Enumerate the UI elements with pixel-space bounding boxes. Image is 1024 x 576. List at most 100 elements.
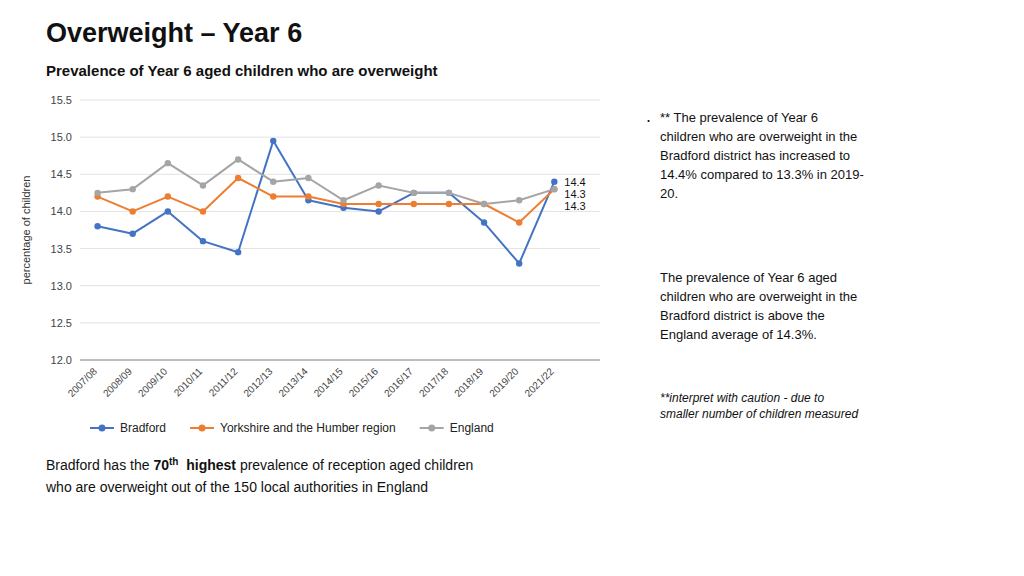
footnote-part: prevalence of reception aged children: [236, 457, 473, 473]
plot-data: [94, 138, 557, 267]
legend-label: England: [450, 421, 494, 435]
point: [340, 197, 346, 203]
point: [516, 260, 522, 266]
point: [235, 156, 241, 162]
annotation: 14.4: [564, 176, 585, 188]
point: [94, 223, 100, 229]
y-grid: 12.012.513.013.514.014.515.015.5: [51, 94, 600, 366]
point: [446, 190, 452, 196]
note-line: 20.: [660, 186, 678, 201]
note-line: Bradford district is above the: [660, 308, 825, 323]
point: [270, 179, 276, 185]
point: [130, 186, 136, 192]
grid-line: [80, 174, 600, 175]
chart: Overweight – Year 6 Prevalence of Year 6 …: [0, 0, 1024, 576]
footnote-part: highest: [178, 457, 236, 473]
note-line: The prevalence of Year 6 aged: [660, 270, 837, 285]
footnote: who are overweight out of the 150 local …: [45, 479, 428, 495]
grid-line: [80, 322, 600, 323]
x-tick-label: 2014/15: [312, 365, 346, 399]
y-tick-label: 13.0: [51, 280, 72, 292]
note-line: smaller number of children measured: [660, 407, 858, 421]
point: [200, 208, 206, 214]
point: [235, 249, 241, 255]
y-tick-label: 12.5: [51, 317, 72, 329]
y-axis-label: percentage of children: [20, 176, 32, 285]
legend-label: Yorkshire and the Humber region: [220, 421, 396, 435]
x-tick-label: 2013/14: [276, 365, 310, 399]
subtitle: Prevalence of Year 6 aged children who a…: [46, 62, 438, 79]
point: [481, 201, 487, 207]
point: [270, 138, 276, 144]
x-tick-labels: 2007/082008/092009/102010/112011/122012/…: [66, 365, 556, 399]
note: **interpret with caution - due to smaller…: [660, 391, 858, 421]
point: [411, 190, 417, 196]
point: [411, 190, 417, 196]
title: Overweight – Year 6: [46, 18, 302, 48]
point: [446, 201, 452, 207]
annotation: 14.3: [564, 200, 585, 212]
grid-line: [80, 248, 600, 249]
note-line: 14.4% compared to 13.3% in 2019-: [660, 167, 864, 182]
y-tick-label: 13.5: [51, 243, 72, 255]
series-line: [98, 141, 555, 264]
point: [551, 179, 557, 185]
point: [270, 193, 276, 199]
grid-line: [80, 360, 600, 361]
note-line: ** The prevalence of Year 6: [660, 110, 818, 125]
footnote-part: who are overweight out of the 150 local …: [45, 479, 428, 495]
x-tick-label: 2017/18: [417, 365, 451, 399]
footnote-part: Bradford has the: [46, 457, 153, 473]
point: [130, 231, 136, 237]
series-line: [98, 178, 555, 223]
point: [375, 201, 381, 207]
x-tick-label: 2021/22: [522, 365, 556, 399]
legend-swatch-marker: [199, 425, 206, 432]
point: [481, 219, 487, 225]
point: [305, 193, 311, 199]
x-tick-label: 2008/09: [101, 365, 135, 399]
note-line: **interpret with caution - due to: [660, 391, 824, 405]
point: [446, 190, 452, 196]
point: [165, 208, 171, 214]
x-tick-label: 2018/19: [452, 365, 486, 399]
point: [235, 175, 241, 181]
point: [516, 219, 522, 225]
point: [481, 201, 487, 207]
x-axis: [80, 360, 600, 361]
x-tick-label: 2015/16: [347, 365, 381, 399]
point: [200, 182, 206, 188]
footnote: Bradford has the 70th highest prevalence…: [46, 456, 473, 473]
note-line: children who are overweight in the: [660, 289, 857, 304]
footnote-part: th: [169, 456, 178, 467]
y-tick-label: 12.0: [51, 354, 72, 366]
point: [551, 186, 557, 192]
x-tick-label: 2009/10: [136, 365, 170, 399]
y-tick-label: 14.0: [51, 205, 72, 217]
grid-line: [80, 137, 600, 138]
note-line: children who are overweight in the: [660, 129, 857, 144]
y-tick-label: 14.5: [51, 168, 72, 180]
point: [94, 190, 100, 196]
x-tick-label: 2016/17: [382, 365, 416, 399]
note-line: England average of 14.3%.: [660, 327, 817, 342]
x-tick-label: 2011/12: [207, 365, 240, 398]
annotation: 14.3: [564, 188, 585, 200]
point: [551, 186, 557, 192]
grid-line: [80, 100, 600, 101]
series-line: [98, 159, 555, 204]
grid-line: [80, 211, 600, 212]
point: [200, 238, 206, 244]
grid-line: [80, 285, 600, 286]
point: [305, 175, 311, 181]
legend-swatch-marker: [428, 425, 435, 432]
note-bullet: .: [646, 106, 651, 126]
annotations: 14.414.314.3: [564, 176, 585, 212]
point: [375, 208, 381, 214]
point: [411, 201, 417, 207]
note-line: Bradford district has increased to: [660, 148, 850, 163]
legend: BradfordYorkshire and the Humber regionE…: [90, 421, 494, 435]
legend-swatch-marker: [99, 425, 106, 432]
x-tick-label: 2007/08: [66, 365, 100, 399]
point: [130, 208, 136, 214]
